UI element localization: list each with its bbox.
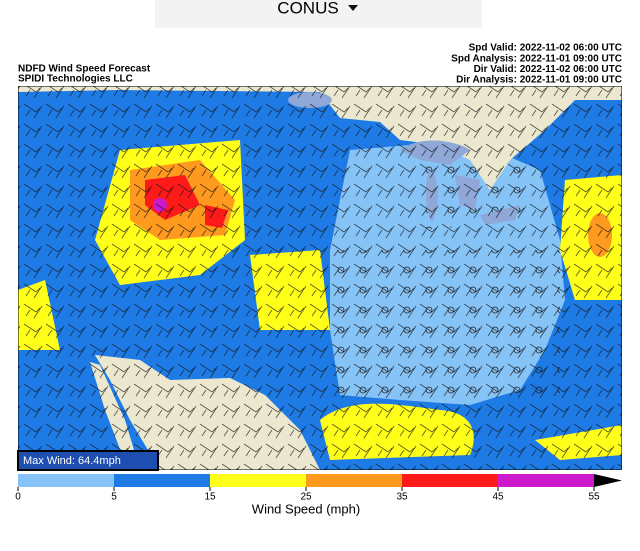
colorbar-tick-label: 55: [588, 492, 600, 503]
valid-time: Dir Analysis: 2022-11-01 09:00 UTC: [456, 75, 622, 86]
max-wind: Max Wind: 64.4mph: [23, 455, 121, 467]
region-dropdown[interactable]: CONUS: [155, 0, 482, 28]
colorbar-tick-label: 45: [492, 492, 504, 503]
max-wind-box: [17, 450, 159, 471]
colorbar-segment: [18, 474, 114, 487]
colorbar-segment: [306, 474, 402, 487]
colorbar-tick-label: 15: [204, 492, 216, 503]
colorbar-tick-label: 25: [300, 492, 312, 503]
colorbar-tick-label: 35: [396, 492, 408, 503]
colorbar: 0 5 15 25 35 45 55: [15, 474, 622, 503]
colorbar-extend: [594, 474, 622, 487]
valid-time: Spd Valid: 2022-11-02 06:00 UTC: [469, 43, 622, 54]
caret[interactable]: [348, 5, 358, 11]
region-label[interactable]: CONUS: [277, 0, 338, 17]
colorbar-tick-label: 0: [15, 492, 21, 503]
colorbar-label: Wind Speed (mph): [252, 501, 360, 516]
colorbar-segment: [210, 474, 306, 487]
colorbar-segment: [114, 474, 210, 487]
map: [18, 86, 622, 470]
colorbar-tick-label: 5: [111, 492, 117, 503]
map-title: NDFD Wind Speed Forecast: [18, 64, 151, 75]
colorbar-segment: [498, 474, 594, 487]
valid-time: Spd Analysis: 2022-11-01 09:00 UTC: [451, 53, 622, 64]
valid-time: Dir Valid: 2022-11-02 06:00 UTC: [474, 64, 622, 75]
colorbar-segment: [402, 474, 498, 487]
map-credit: SPIDI Technologies LLC: [18, 74, 133, 85]
